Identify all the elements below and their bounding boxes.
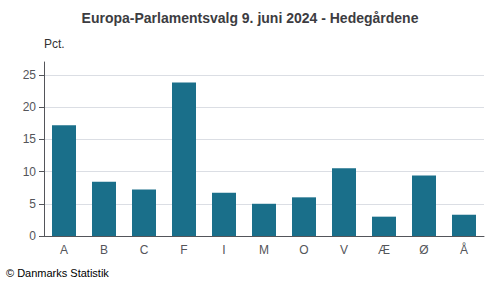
svg-text:F: F bbox=[180, 243, 187, 257]
svg-text:Pct.: Pct. bbox=[44, 37, 65, 51]
svg-text:V: V bbox=[340, 243, 348, 257]
svg-text:© Danmarks Statistik: © Danmarks Statistik bbox=[6, 267, 109, 279]
svg-text:0: 0 bbox=[29, 229, 36, 243]
svg-text:O: O bbox=[299, 243, 308, 257]
svg-text:Å: Å bbox=[460, 242, 468, 257]
svg-text:A: A bbox=[60, 243, 68, 257]
svg-text:Æ: Æ bbox=[378, 243, 390, 257]
svg-text:C: C bbox=[140, 243, 149, 257]
svg-text:I: I bbox=[222, 243, 225, 257]
svg-text:5: 5 bbox=[29, 197, 36, 211]
svg-text:Ø: Ø bbox=[419, 243, 428, 257]
svg-text:B: B bbox=[100, 243, 108, 257]
svg-text:10: 10 bbox=[23, 165, 37, 179]
svg-text:M: M bbox=[259, 243, 269, 257]
svg-text:Europa-Parlamentsvalg 9. juni: Europa-Parlamentsvalg 9. juni 2024 - Hed… bbox=[82, 10, 419, 26]
svg-text:25: 25 bbox=[23, 68, 37, 82]
svg-text:20: 20 bbox=[23, 100, 37, 114]
svg-text:15: 15 bbox=[23, 132, 37, 146]
